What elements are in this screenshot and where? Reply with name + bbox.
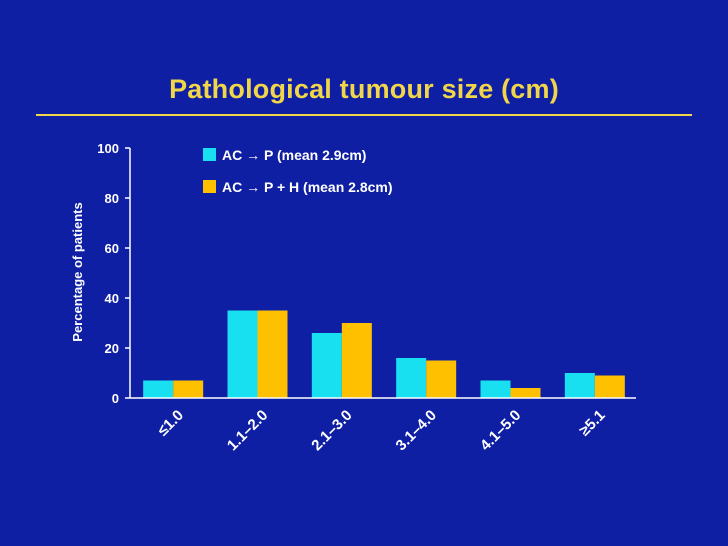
chart-title: Pathological tumour size (cm) [169, 74, 559, 104]
axes-layer [129, 148, 636, 399]
legend-swatch-1 [203, 148, 216, 161]
x-category-label-6: ≥5.1 [576, 407, 609, 440]
bar-series-1-4 [396, 358, 427, 398]
bar-series-1-1 [143, 380, 174, 398]
legend-label-1: AC → P (mean 2.9cm) [222, 147, 366, 163]
y-tick-label-100: 100 [97, 141, 119, 156]
y-tick-label-80: 80 [105, 191, 119, 206]
x-category-label-1: ≤1.0 [154, 407, 187, 440]
bar-series-2-4 [426, 360, 457, 398]
bar-series-1-3 [311, 333, 342, 398]
y-tick-label-0: 0 [112, 391, 119, 406]
y-tick-label-60: 60 [105, 241, 119, 256]
x-category-label-3: 2.1–3.0 [308, 407, 355, 454]
title-underline [36, 114, 692, 116]
bar-series-1-6 [564, 373, 595, 398]
legend: AC → P (mean 2.9cm) AC → P + H (mean 2.8c… [203, 147, 393, 195]
category-labels-layer: ≤1.0 1.1–2.0 2.1–3.0 3.1–4.0 4.1–5.0 ≥5.1 [154, 407, 608, 454]
y-axis-title: Percentage of patients [70, 202, 85, 341]
bar-series-2-6 [594, 375, 625, 398]
y-tick-label-40: 40 [105, 291, 119, 306]
bar-series-2-5 [510, 388, 541, 398]
bars-layer [143, 310, 625, 398]
x-category-label-2: 1.1–2.0 [224, 407, 271, 454]
y-tick-label-20: 20 [105, 341, 119, 356]
bar-series-1-5 [480, 380, 511, 398]
x-category-label-5: 4.1–5.0 [477, 407, 524, 454]
x-category-label-4: 3.1–4.0 [393, 407, 440, 454]
bar-series-2-2 [257, 310, 288, 398]
bar-series-2-3 [341, 323, 372, 398]
ticks-layer: 0 20 40 60 80 100 [97, 141, 130, 406]
bar-series-1-2 [227, 310, 258, 398]
bar-series-2-1 [173, 380, 204, 398]
legend-swatch-2 [203, 180, 216, 193]
legend-label-2: AC → P + H (mean 2.8cm) [222, 179, 393, 195]
